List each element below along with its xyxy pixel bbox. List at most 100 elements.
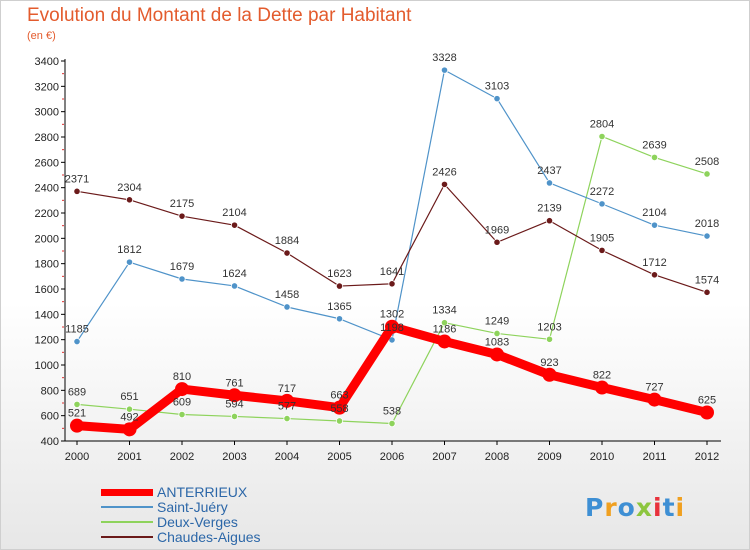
logo-letter: o <box>617 493 636 522</box>
data-label: 2304 <box>117 182 141 194</box>
data-label: 1203 <box>537 321 561 333</box>
x-tick-label: 2012 <box>695 451 719 463</box>
data-label: 689 <box>68 386 86 398</box>
data-label: 1884 <box>275 235 299 247</box>
data-point <box>598 246 606 254</box>
data-label: 521 <box>68 408 86 420</box>
y-tick-label: 1000 <box>35 360 59 372</box>
data-point <box>280 393 294 408</box>
data-label: 810 <box>173 371 191 383</box>
data-label: 2272 <box>590 186 614 198</box>
logo-letter: x <box>635 493 653 522</box>
data-label: 1905 <box>590 232 614 244</box>
y-tick-label: 2000 <box>35 233 59 245</box>
data-label: 923 <box>540 357 558 369</box>
data-label: 2175 <box>170 198 194 210</box>
data-label: 2508 <box>695 156 719 168</box>
data-point <box>542 367 557 382</box>
data-label: 663 <box>330 390 348 402</box>
x-tick-label: 2008 <box>485 451 509 463</box>
data-label: 1185 <box>65 324 89 336</box>
data-point <box>493 238 501 246</box>
data-label: 727 <box>645 382 663 394</box>
data-label: 1198 <box>380 322 404 334</box>
data-point <box>122 422 137 437</box>
data-point <box>178 275 186 283</box>
data-point <box>650 271 659 279</box>
data-label: 1712 <box>642 257 666 269</box>
data-point <box>440 180 449 188</box>
data-point <box>335 417 344 425</box>
data-label: 1334 <box>432 305 456 317</box>
data-point <box>595 380 609 395</box>
data-label: 1574 <box>695 274 719 286</box>
data-point <box>388 419 396 428</box>
data-point <box>647 392 662 407</box>
data-label: 577 <box>278 401 296 413</box>
data-point <box>545 335 554 343</box>
data-label: 822 <box>593 370 611 382</box>
y-tick-label: 3400 <box>35 56 59 68</box>
data-label: 594 <box>225 398 243 410</box>
x-tick-label: 2002 <box>170 451 194 463</box>
y-tick-label: 1200 <box>35 335 59 347</box>
data-point <box>335 282 344 290</box>
data-label: 717 <box>278 383 296 395</box>
data-label: 609 <box>173 397 191 409</box>
data-point <box>700 405 714 420</box>
data-point <box>490 347 504 362</box>
data-label: 1186 <box>433 323 457 335</box>
y-tick-label: 1400 <box>35 309 59 321</box>
y-tick-label: 2200 <box>35 208 59 220</box>
data-point <box>73 337 81 346</box>
data-label: 3103 <box>485 81 509 93</box>
data-point <box>178 410 186 419</box>
data-point <box>125 405 134 413</box>
data-point <box>650 153 659 161</box>
data-label: 1624 <box>222 268 246 280</box>
data-label: 2139 <box>537 203 561 215</box>
data-point <box>703 288 711 296</box>
data-point <box>70 418 84 433</box>
data-point <box>283 414 291 423</box>
data-point <box>73 400 81 408</box>
x-tick-label: 2001 <box>117 451 141 463</box>
data-point <box>332 400 347 415</box>
data-point <box>437 334 452 349</box>
logo-letter: i <box>675 493 686 522</box>
data-point <box>493 95 501 103</box>
data-label: 761 <box>225 377 243 389</box>
y-tick-label: 2600 <box>35 157 59 169</box>
data-label: 1365 <box>327 301 351 313</box>
x-tick-label: 2006 <box>380 451 404 463</box>
data-label: 2371 <box>65 173 89 185</box>
y-tick-label: 1600 <box>35 284 59 296</box>
data-label: 2804 <box>590 118 614 130</box>
y-tick-label: 3200 <box>35 81 59 93</box>
y-tick-label: 600 <box>41 411 59 423</box>
data-label: 2104 <box>222 207 246 219</box>
y-tick-label: 2400 <box>35 183 59 195</box>
data-point <box>230 412 239 421</box>
logo-letter: P <box>585 493 605 522</box>
y-tick-label: 400 <box>41 436 59 448</box>
data-point <box>545 179 554 187</box>
data-point <box>388 280 396 288</box>
data-label: 2639 <box>642 139 666 151</box>
x-tick-label: 2007 <box>432 451 456 463</box>
data-label: 625 <box>698 395 716 407</box>
y-tick-label: 1800 <box>35 259 59 271</box>
x-tick-label: 2004 <box>275 451 299 463</box>
series-line-deux-verges <box>76 135 708 425</box>
legend-label: ANTERRIEUX <box>157 484 248 500</box>
data-label: 2018 <box>695 218 719 230</box>
data-label: 2437 <box>537 165 561 177</box>
data-point <box>598 200 606 208</box>
data-point <box>230 282 239 290</box>
data-label: 1969 <box>485 224 509 236</box>
data-label: 2104 <box>642 207 666 219</box>
data-point <box>178 212 186 220</box>
data-point <box>73 187 81 195</box>
